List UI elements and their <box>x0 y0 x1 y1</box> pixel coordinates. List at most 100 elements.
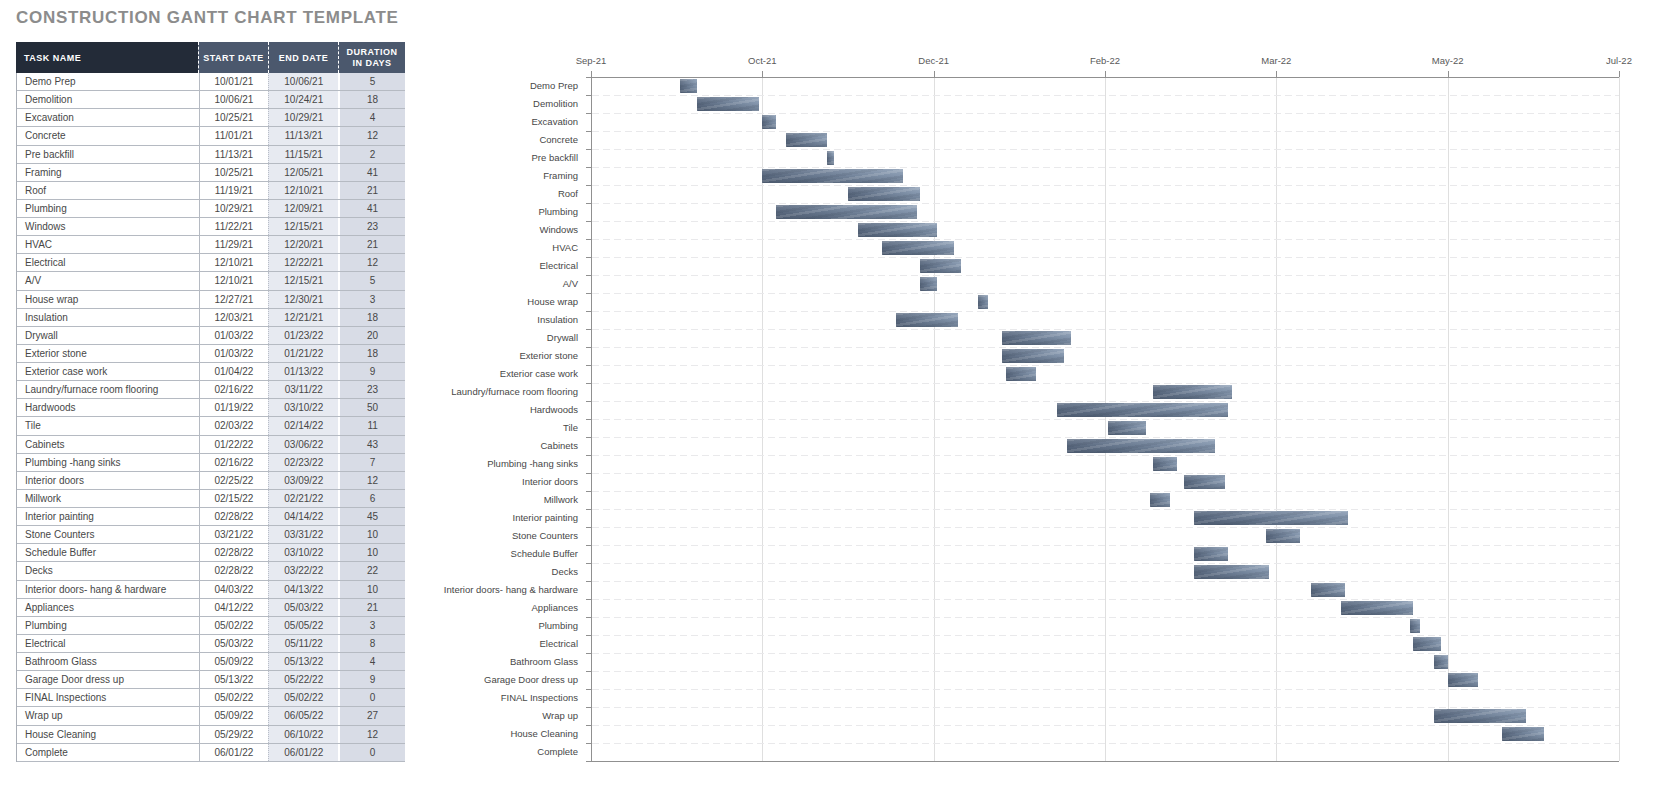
grid-line-row <box>592 185 1619 186</box>
task-name-cell[interactable]: A/V <box>17 272 199 289</box>
gantt-task-label: Framing <box>200 167 578 185</box>
gantt-task-label: Electrical <box>200 257 578 275</box>
grid-line-row <box>592 275 1619 276</box>
axis-tick <box>586 113 591 114</box>
axis-tick <box>586 689 591 690</box>
task-name-cell[interactable]: Plumbing <box>17 617 199 634</box>
gantt-bar <box>882 241 954 255</box>
gantt-bar <box>1067 439 1214 453</box>
task-name-cell[interactable]: Exterior stone <box>17 345 199 362</box>
gantt-task-label: Roof <box>200 185 578 203</box>
gantt-task-label: Decks <box>200 563 578 581</box>
gantt-bar <box>1448 673 1479 687</box>
task-name-cell[interactable]: Interior doors- hang & hardware <box>17 581 199 598</box>
task-name-cell[interactable]: House Cleaning <box>17 726 199 743</box>
task-name-cell[interactable]: Cabinets <box>17 436 199 453</box>
gantt-bar <box>1434 709 1527 723</box>
page-title: CONSTRUCTION GANTT CHART TEMPLATE <box>16 8 399 28</box>
grid-line-row <box>592 707 1619 708</box>
task-name-cell[interactable]: Insulation <box>17 309 199 326</box>
task-name-cell[interactable]: Schedule Buffer <box>17 544 199 561</box>
task-name-cell[interactable]: Tile <box>17 417 199 434</box>
task-name-cell[interactable]: Hardwoods <box>17 399 199 416</box>
task-name-cell[interactable]: Bathroom Glass <box>17 653 199 670</box>
gantt-task-label: Laundry/furnace room flooring <box>200 383 578 401</box>
grid-line-row <box>592 131 1619 132</box>
task-name-cell[interactable]: Garage Door dress up <box>17 671 199 688</box>
task-name-cell[interactable]: Excavation <box>17 109 199 126</box>
task-name-cell[interactable]: Stone Counters <box>17 526 199 543</box>
grid-line-row <box>592 113 1619 114</box>
gantt-task-label: Excavation <box>200 113 578 131</box>
gantt-bar <box>776 205 916 219</box>
task-name-cell[interactable]: Plumbing <box>17 200 199 217</box>
task-name-cell[interactable]: Electrical <box>17 254 199 271</box>
task-name-cell[interactable]: Electrical <box>17 635 199 652</box>
axis-tick <box>586 761 591 762</box>
axis-tick <box>586 77 591 78</box>
grid-line-row <box>592 491 1619 492</box>
grid-line-row <box>592 509 1619 510</box>
gantt-task-label: Electrical <box>200 635 578 653</box>
axis-tick <box>586 383 591 384</box>
gantt-bar <box>827 151 834 165</box>
page: CONSTRUCTION GANTT CHART TEMPLATE TASK N… <box>0 0 1655 790</box>
gantt-bar <box>1057 403 1228 417</box>
task-name-cell[interactable]: Concrete <box>17 127 199 144</box>
axis-tick <box>586 707 591 708</box>
grid-line-row <box>592 383 1619 384</box>
task-name-cell[interactable]: Decks <box>17 562 199 579</box>
task-name-cell[interactable]: Windows <box>17 218 199 235</box>
task-name-cell[interactable]: Complete <box>17 744 199 761</box>
axis-tick <box>586 527 591 528</box>
gantt-bar <box>848 187 920 201</box>
gantt-task-label: Interior doors- hang & hardware <box>200 581 578 599</box>
gantt-bar <box>697 97 759 111</box>
header-duration: DURATIONIN DAYS <box>338 42 405 73</box>
task-name-cell[interactable]: Appliances <box>17 599 199 616</box>
gantt-task-label: Demo Prep <box>200 77 578 95</box>
grid-line-row <box>592 725 1619 726</box>
axis-label: Feb-22 <box>1065 55 1145 66</box>
task-name-cell[interactable]: Pre backfill <box>17 146 199 163</box>
task-name-cell[interactable]: Interior doors <box>17 472 199 489</box>
gantt-bar <box>680 79 697 93</box>
axis-tick <box>586 257 591 258</box>
task-name-cell[interactable]: Demolition <box>17 91 199 108</box>
task-name-cell[interactable]: Plumbing -hang sinks <box>17 454 199 471</box>
grid-line-row <box>592 419 1619 420</box>
axis-tick <box>586 455 591 456</box>
axis-tick <box>586 653 591 654</box>
grid-line-row <box>592 95 1619 96</box>
axis-label: Dec-21 <box>894 55 974 66</box>
grid-line-row <box>592 293 1619 294</box>
grid-line-row <box>592 437 1619 438</box>
axis-tick <box>586 473 591 474</box>
grid-line-row <box>592 689 1619 690</box>
task-name-cell[interactable]: House wrap <box>17 291 199 308</box>
task-name-cell[interactable]: Demo Prep <box>17 73 199 90</box>
task-name-cell[interactable]: Laundry/furnace room flooring <box>17 381 199 398</box>
plot-top-border <box>591 77 1619 78</box>
axis-tick <box>586 275 591 276</box>
gantt-bar <box>1002 349 1064 363</box>
gantt-task-label: Interior doors <box>200 473 578 491</box>
gantt-task-label: Bathroom Glass <box>200 653 578 671</box>
gantt-task-label: Plumbing -hang sinks <box>200 455 578 473</box>
gantt-task-label: A/V <box>200 275 578 293</box>
task-name-cell[interactable]: Drywall <box>17 327 199 344</box>
axis-label: Oct-21 <box>722 55 802 66</box>
grid-line-row <box>592 347 1619 348</box>
gantt-bar <box>1002 331 1071 345</box>
task-name-cell[interactable]: FINAL Inspections <box>17 689 199 706</box>
task-name-cell[interactable]: Roof <box>17 182 199 199</box>
gantt-task-label: Schedule Buffer <box>200 545 578 563</box>
axis-tick <box>586 293 591 294</box>
task-name-cell[interactable]: Framing <box>17 164 199 181</box>
axis-tick <box>586 509 591 510</box>
task-name-cell[interactable]: Millwork <box>17 490 199 507</box>
task-name-cell[interactable]: Exterior case work <box>17 363 199 380</box>
task-name-cell[interactable]: Wrap up <box>17 707 199 724</box>
task-name-cell[interactable]: HVAC <box>17 236 199 253</box>
task-name-cell[interactable]: Interior painting <box>17 508 199 525</box>
